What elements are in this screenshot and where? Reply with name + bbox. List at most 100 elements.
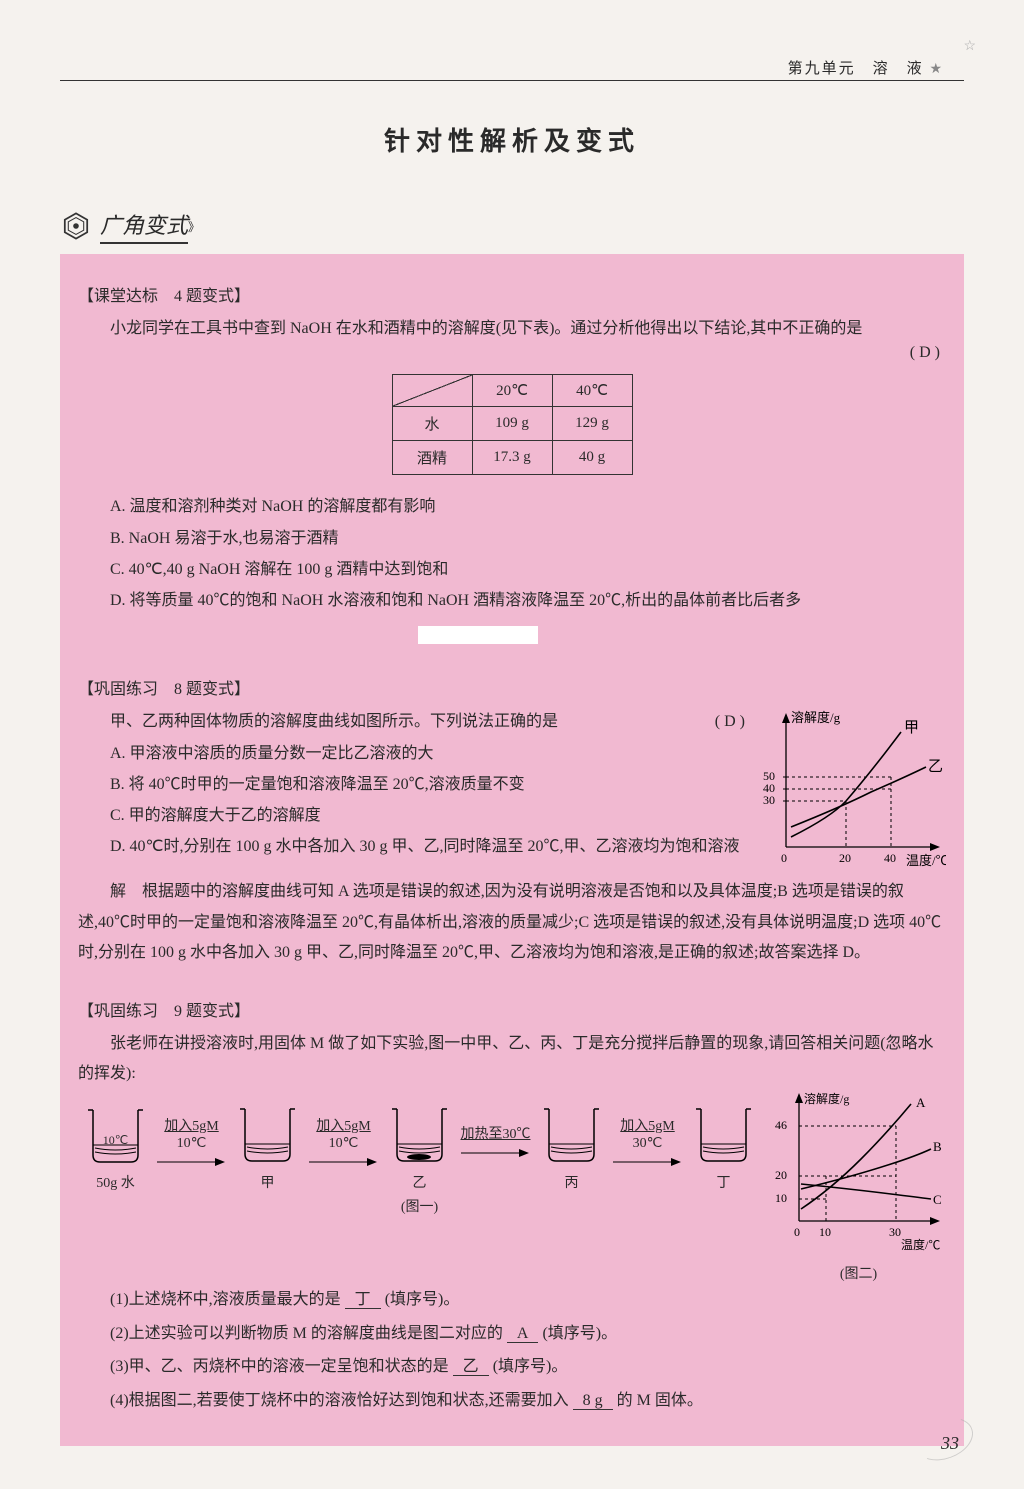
fig1-label: (图一) bbox=[78, 1196, 761, 1216]
q3-sub1: (1)上述烧杯中,溶液质量最大的是 丁 (填序号)。 bbox=[78, 1283, 946, 1317]
q3-p2: (2)上述实验可以判断物质 M 的溶解度曲线是图二对应的 bbox=[110, 1325, 503, 1342]
b0-cap: 50g 水 bbox=[78, 1172, 153, 1192]
arr1-label: 加入5gM bbox=[157, 1115, 227, 1135]
sol-label: 解 bbox=[110, 883, 126, 900]
q1-opt-b: B. NaOH 易溶于水,也易溶于酒精 bbox=[110, 523, 946, 554]
q3-p2b: (填序号)。 bbox=[542, 1325, 617, 1342]
q3-a4: 8 g bbox=[573, 1392, 613, 1410]
c2-x30: 30 bbox=[889, 1225, 901, 1239]
q2-text: 甲、乙两种固体物质的溶解度曲线如图所示。下列说法正确的是 bbox=[110, 713, 558, 730]
fig2-label: (图二) bbox=[771, 1263, 946, 1283]
section-title: 广角变式 bbox=[100, 208, 188, 244]
arr2-label: 加入5gM bbox=[309, 1115, 379, 1135]
q1-answer: ( D ) bbox=[910, 344, 940, 362]
arrow-3: 加热至30℃ bbox=[461, 1123, 531, 1168]
q2-answer: ( D ) bbox=[683, 707, 745, 737]
q2-wrap: 甲、乙两种固体物质的溶解度曲线如图所示。下列说法正确的是 ( D ) A. 甲溶… bbox=[78, 707, 946, 877]
b0-temp: 10℃ bbox=[78, 1133, 153, 1148]
q1-table: 20℃ 40℃ 水 109 g 129 g 酒精 17.3 g 40 g bbox=[392, 374, 633, 475]
series-yi: 乙 bbox=[928, 759, 943, 775]
arr4-temp: 30℃ bbox=[613, 1135, 683, 1152]
arr4-label: 加入5gM bbox=[613, 1115, 683, 1135]
beaker-3: 丙 bbox=[534, 1099, 609, 1192]
r2c0: 酒精 bbox=[392, 441, 472, 475]
unit-text: 第九单元 溶 液 bbox=[788, 61, 924, 77]
c2-y10: 10 bbox=[775, 1191, 787, 1205]
th-1: 20℃ bbox=[472, 375, 552, 407]
q3-sub2: (2)上述实验可以判断物质 M 的溶解度曲线是图二对应的 A (填序号)。 bbox=[78, 1317, 946, 1351]
beaker-1: 甲 bbox=[230, 1099, 305, 1192]
q2-chart: 50 40 30 甲 乙 0 20 40 温度/℃ 溶解度/g bbox=[761, 707, 946, 877]
header-rule: 第九单元 溶 液 ★ bbox=[60, 80, 964, 81]
c2-A: A bbox=[916, 1095, 926, 1110]
c2-y20: 20 bbox=[775, 1168, 787, 1182]
b2-cap: 乙 bbox=[382, 1172, 457, 1192]
r2c2: 40 g bbox=[552, 441, 632, 475]
q3-p4b: 的 M 固体。 bbox=[617, 1392, 703, 1409]
experiment-row: 10℃ 50g 水 加入5gM 10℃ 甲 加入5gM 10℃ bbox=[78, 1099, 761, 1192]
q1-body: 小龙同学在工具书中查到 NaOH 在水和酒精中的溶解度(见下表)。通过分析他得出… bbox=[78, 314, 946, 344]
q3-tag: 【巩固练习 9 题变式】 bbox=[78, 997, 946, 1021]
b1-cap: 甲 bbox=[230, 1172, 305, 1192]
q3-sub4: (4)根据图二,若要使丁烧杯中的溶液恰好达到饱和状态,还需要加入 8 g 的 M… bbox=[78, 1384, 946, 1418]
q2-options: A. 甲溶液中溶质的质量分数一定比乙溶液的大 B. 将 40℃时甲的一定量饱和溶… bbox=[110, 738, 751, 863]
hexagon-icon bbox=[60, 210, 92, 242]
q2-solution: 解 根据题中的溶解度曲线可知 A 选项是错误的叙述,因为没有说明溶液是否饱和以及… bbox=[78, 877, 946, 968]
q1-text: 小龙同学在工具书中查到 NaOH 在水和酒精中的溶解度(见下表)。通过分析他得出… bbox=[110, 320, 862, 337]
q1-opt-d: D. 将等质量 40℃的饱和 NaOH 水溶液和饱和 NaOH 酒精溶液降温至 … bbox=[110, 585, 946, 616]
q2-opt-d: D. 40℃时,分别在 100 g 水中各加入 30 g 甲、乙,同时降温至 2… bbox=[110, 831, 751, 862]
q3-a3: 乙 bbox=[453, 1358, 489, 1376]
q3-sub3: (3)甲、乙、丙烧杯中的溶液一定呈饱和状态的是 乙 (填序号)。 bbox=[78, 1350, 946, 1384]
c2-x10: 10 bbox=[819, 1225, 831, 1239]
xtick-20: 20 bbox=[839, 851, 851, 865]
q2-opt-c: C. 甲的溶解度大于乙的溶解度 bbox=[110, 800, 751, 831]
r2c1: 17.3 g bbox=[472, 441, 552, 475]
q3-p3: (3)甲、乙、丙烧杯中的溶液一定呈饱和状态的是 bbox=[110, 1358, 449, 1375]
c2-yl: 溶解度/g bbox=[804, 1091, 849, 1106]
white-patch bbox=[418, 626, 538, 644]
arr3-label: 加热至30℃ bbox=[461, 1123, 531, 1143]
q1-options: A. 温度和溶剂种类对 NaOH 的溶解度都有影响 B. NaOH 易溶于水,也… bbox=[110, 491, 946, 647]
q3-p1: (1)上述烧杯中,溶液质量最大的是 bbox=[110, 1291, 341, 1308]
table-corner bbox=[392, 375, 472, 407]
q3-p1b: (填序号)。 bbox=[385, 1291, 460, 1308]
xtick-40: 40 bbox=[884, 851, 896, 865]
beaker-4: 丁 bbox=[686, 1099, 761, 1192]
q2-tag: 【巩固练习 8 题变式】 bbox=[78, 675, 946, 699]
arr2-temp: 10℃ bbox=[309, 1135, 379, 1152]
beaker-0: 10℃ 50g 水 bbox=[78, 1100, 153, 1192]
r1c1: 109 g bbox=[472, 407, 552, 441]
q3-chart2: 溶解度/g 46 20 10 A B C 0 10 30 温度/℃ ( bbox=[771, 1089, 946, 1283]
q3-body: 张老师在讲授溶液时,用固体 M 做了如下实验,图一中甲、乙、丙、丁是充分搅拌后静… bbox=[78, 1029, 946, 1090]
b3-cap: 丙 bbox=[534, 1172, 609, 1192]
xlabel: 温度/℃ bbox=[906, 853, 946, 868]
q1-opt-c: C. 40℃,40 g NaOH 溶解在 100 g 酒精中达到饱和 bbox=[110, 554, 946, 585]
content-block: 【课堂达标 4 题变式】 小龙同学在工具书中查到 NaOH 在水和酒精中的溶解度… bbox=[60, 254, 964, 1446]
c2-B: B bbox=[933, 1139, 942, 1154]
section-head: 广角变式 》 bbox=[60, 208, 964, 244]
q3-p4: (4)根据图二,若要使丁烧杯中的溶液恰好达到饱和状态,还需要加入 bbox=[110, 1392, 569, 1409]
q1-tag: 【课堂达标 4 题变式】 bbox=[78, 282, 946, 306]
ylabel: 溶解度/g bbox=[791, 710, 841, 725]
q1-opt-d-text: D. 将等质量 40℃的饱和 NaOH 水溶液和饱和 NaOH 酒精溶液降温至 … bbox=[110, 592, 801, 609]
q3-a1: 丁 bbox=[345, 1291, 381, 1309]
q2-sol-text: 根据题中的溶解度曲线可知 A 选项是错误的叙述,因为没有说明溶液是否饱和以及具体… bbox=[78, 883, 941, 961]
q2-opt-a: A. 甲溶液中溶质的质量分数一定比乙溶液的大 bbox=[110, 738, 751, 769]
beaker-2: 乙 bbox=[382, 1099, 457, 1192]
arrow-1: 加入5gM 10℃ bbox=[157, 1115, 227, 1177]
q3-a2: A bbox=[507, 1325, 539, 1343]
series-jia: 甲 bbox=[904, 720, 919, 736]
c2-xl: 温度/℃ bbox=[901, 1237, 940, 1252]
c2-x0: 0 bbox=[794, 1225, 800, 1239]
page-number: 33 bbox=[941, 1433, 959, 1454]
q1-opt-a: A. 温度和溶剂种类对 NaOH 的溶解度都有影响 bbox=[110, 491, 946, 522]
th-2: 40℃ bbox=[552, 375, 632, 407]
r1c0: 水 bbox=[392, 407, 472, 441]
wave-decor: 》 bbox=[188, 218, 198, 235]
q2-opt-b: B. 将 40℃时甲的一定量饱和溶液降温至 20℃,溶液质量不变 bbox=[110, 769, 751, 800]
unit-label: 第九单元 溶 液 ★ bbox=[788, 57, 944, 78]
c2-y46: 46 bbox=[775, 1118, 787, 1132]
arrow-2: 加入5gM 10℃ bbox=[309, 1115, 379, 1177]
page-title: 针对性解析及变式 bbox=[60, 121, 964, 158]
arrow-4: 加入5gM 30℃ bbox=[613, 1115, 683, 1177]
